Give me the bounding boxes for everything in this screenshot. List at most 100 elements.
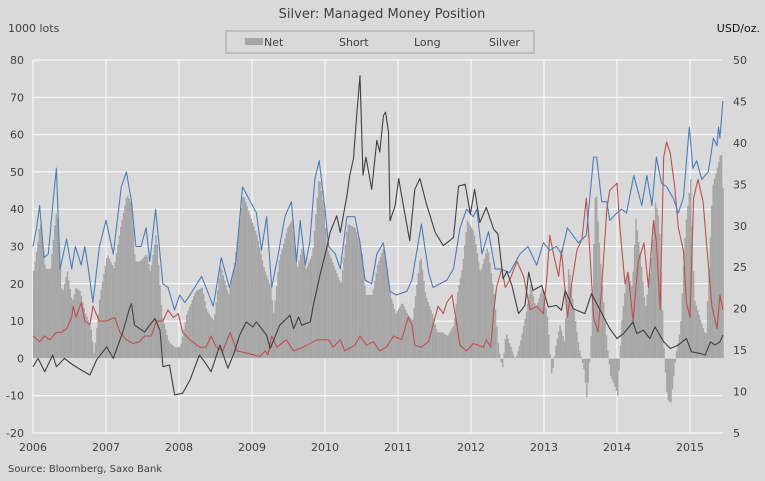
- net-bar: [347, 224, 349, 359]
- net-bar: [207, 311, 209, 359]
- net-bar: [565, 318, 567, 359]
- net-bar: [34, 261, 36, 359]
- net-bar: [360, 248, 362, 359]
- net-bar: [127, 195, 129, 359]
- net-bar: [191, 300, 194, 359]
- net-bar: [226, 290, 229, 359]
- short-line: [32, 141, 724, 358]
- net-bar: [580, 356, 582, 359]
- net-bar: [221, 269, 223, 359]
- net-bar: [553, 356, 556, 359]
- net-bar: [364, 285, 366, 359]
- net-bar: [619, 345, 622, 359]
- net-bar: [480, 268, 483, 359]
- net-bar: [89, 323, 91, 359]
- net-bar: [496, 326, 498, 359]
- net-bar: [113, 268, 115, 359]
- net-bar: [149, 271, 151, 359]
- net-bar: [489, 262, 491, 359]
- net-bar: [720, 154, 723, 359]
- net-bar: [605, 335, 608, 359]
- net-bar: [403, 306, 406, 359]
- net-bar: [493, 293, 495, 359]
- net-bar: [148, 264, 150, 359]
- net-bar: [195, 290, 198, 359]
- x-tick-label: 2007: [92, 441, 120, 454]
- net-bar: [171, 344, 174, 359]
- net-bar: [560, 330, 563, 359]
- legend-label-long: Long: [414, 36, 441, 49]
- net-bar: [431, 314, 434, 359]
- net-bar: [466, 220, 469, 359]
- net-bar: [278, 259, 281, 359]
- net-bar: [602, 302, 605, 359]
- net-bar: [398, 308, 400, 359]
- net-bar: [579, 350, 581, 359]
- net-bar: [522, 326, 525, 359]
- net-bar: [52, 239, 55, 359]
- x-tick-label: 2009: [238, 441, 266, 454]
- net-bar: [163, 323, 166, 359]
- net-bar: [468, 223, 470, 359]
- net-bar: [476, 252, 479, 359]
- net-bar: [542, 292, 545, 359]
- net-bar: [611, 358, 613, 380]
- left-tick-label: -20: [6, 427, 24, 440]
- net-bar: [317, 180, 320, 359]
- net-bar: [532, 296, 535, 359]
- net-bar: [54, 225, 56, 359]
- left-tick-label: 10: [10, 315, 24, 328]
- legend-label-net: Net: [264, 36, 284, 49]
- net-bar: [45, 268, 48, 359]
- net-bar: [698, 314, 700, 359]
- net-bar: [437, 332, 439, 359]
- net-bar: [660, 271, 662, 359]
- net-bar: [138, 261, 140, 359]
- net-bar: [94, 342, 97, 359]
- net-bar: [122, 212, 125, 359]
- net-bar: [563, 341, 566, 359]
- net-bar: [574, 320, 577, 359]
- net-bar: [667, 358, 669, 401]
- net-bar: [706, 301, 709, 359]
- net-bar: [598, 242, 601, 359]
- net-bar: [264, 271, 267, 359]
- net-bar: [292, 232, 295, 359]
- net-bar: [441, 332, 443, 359]
- net-bar: [559, 325, 561, 359]
- net-bar: [47, 268, 49, 359]
- net-bar: [243, 197, 246, 359]
- net-bar: [250, 218, 253, 359]
- net-bar: [594, 197, 596, 359]
- net-bar: [486, 248, 488, 359]
- net-bar: [376, 264, 379, 359]
- net-bar: [647, 283, 650, 359]
- right-tick-label: 45: [733, 95, 747, 108]
- net-bar: [485, 253, 487, 359]
- net-bar: [222, 274, 224, 359]
- net-bar: [111, 265, 114, 359]
- net-bar: [412, 319, 414, 359]
- net-bar: [346, 231, 348, 359]
- net-bar: [167, 340, 170, 359]
- net-bar: [280, 254, 282, 359]
- net-bar: [68, 280, 70, 359]
- net-bar: [285, 233, 288, 359]
- net-bar: [416, 284, 418, 359]
- net-bar: [417, 272, 420, 359]
- right-tick-label: 15: [733, 344, 747, 357]
- net-bar: [108, 258, 111, 359]
- net-bar: [555, 345, 557, 359]
- net-bar: [636, 230, 639, 359]
- net-bar: [558, 331, 560, 359]
- net-bar: [62, 290, 64, 359]
- net-bar: [131, 204, 133, 359]
- net-bar: [367, 294, 369, 359]
- net-bar: [164, 329, 167, 359]
- net-bar: [456, 292, 459, 359]
- net-bar: [475, 244, 477, 359]
- net-bar: [552, 358, 554, 368]
- left-tick-label: 0: [17, 352, 24, 365]
- net-bar: [184, 322, 187, 359]
- net-bar: [106, 258, 108, 359]
